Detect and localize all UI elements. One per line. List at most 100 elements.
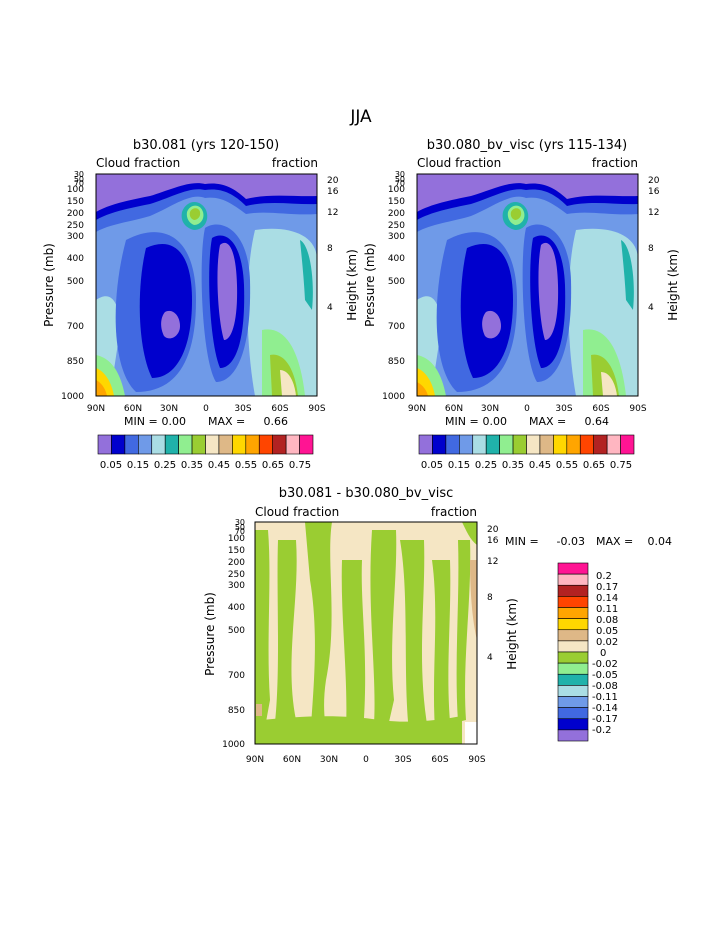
colorbar-label: 0.55 [235,460,257,471]
min-value: 0.00 [483,415,508,428]
max-value: 0.64 [585,415,610,428]
colorbar-swatch [557,640,589,653]
band-pos-left [256,704,262,716]
colorbar-swatch [299,434,314,455]
height-tick-label: 16 [487,536,499,546]
y-tick-label: 850 [388,357,405,367]
colorbar-swatch [557,596,589,608]
x-tick-label: 30N [320,755,338,765]
colorbar-label: -0.2 [592,725,612,736]
band-0.25-right-edge [300,240,313,310]
colorbar-labels: 0.2 0.17 0.14 0.11 0.08 0.05 0.02 0 -0.0… [592,571,618,736]
colorbar-swatch [620,434,635,455]
panel-title: b30.080_bv_visc (yrs 115-134) [427,138,627,153]
plot-frame [416,173,639,397]
plot-frame [254,521,478,745]
height-tick-label: 8 [648,244,654,254]
x-tick-label: 90S [629,404,646,414]
min-label: MIN = [445,415,479,428]
colorbar-swatch [218,434,233,455]
y-tick-label: 200 [228,558,245,568]
x-axis: 90N 60N 30N 0 30S 60S 90S [246,755,486,765]
y-axis-pressure: 30 50 70 100 150 200 250 300 400 500 700… [42,170,84,402]
colorbar-label: 0.05 [100,460,122,471]
colorbar [97,434,314,455]
colorbar-label: -0.02 [592,659,618,670]
min-max-readout: MIN = -0.03 MAX = 0.04 [505,535,672,548]
y-tick-label: 250 [388,221,405,231]
y-tick-label: 500 [228,626,245,636]
band-missing [465,722,477,744]
y-tick-label: 70 [74,179,84,188]
x-tick-label: 90N [408,404,426,414]
colorbar-swatch [445,434,460,455]
x-tick-label: 60N [283,755,301,765]
panel-experiment: b30.080_bv_visc (yrs 115-134) Cloud frac… [363,138,680,471]
colorbar-swatch [553,434,568,455]
band-neg-d [341,560,366,744]
colorbar-label: 0.65 [583,460,605,471]
colorbar-swatch [566,434,581,455]
colorbar-label: 0.11 [596,604,618,615]
y-axis-right-label: Height (km) [666,249,680,320]
colorbar-swatch [526,434,541,455]
y-axis-right-label: Height (km) [505,598,519,669]
height-tick-label: 12 [487,557,498,567]
colorbar-swatch [557,629,589,642]
band-0.0-cell-left [482,310,501,339]
colorbar-swatch [557,685,589,697]
height-tick-label: 16 [327,187,339,197]
x-tick-label: 30S [234,404,251,414]
colorbar-swatch [593,434,608,455]
right-label: fraction [592,156,638,170]
colorbar-label: 0.15 [127,460,149,471]
colorbar-swatch [512,434,527,455]
colorbar-swatch [205,434,220,455]
x-tick-label: 30S [394,755,411,765]
y-tick-label: 700 [388,322,405,332]
y-tick-label: 200 [388,209,405,219]
colorbar-swatch [499,434,514,455]
y-tick-label: 100 [67,185,84,195]
plot-area [254,521,478,745]
y-tick-label: 850 [228,706,245,716]
colorbar-swatch [178,434,193,455]
x-tick-label: 90N [246,755,264,765]
y-axis-pressure: 30 50 70 100 150 200 250 300 400 500 700… [203,518,245,750]
colorbar-label: -0.14 [592,703,618,714]
x-tick-label: 30N [481,404,499,414]
y-tick-label: 300 [388,232,405,242]
colorbar-swatch [557,573,589,586]
x-tick-label: 60S [271,404,288,414]
y-axis-height: 20 16 12 8 4 Height (km) [648,176,680,321]
x-tick-label: 60N [445,404,463,414]
panel-control: b30.081 (yrs 120-150) Cloud fraction fra… [42,138,359,471]
y-tick-label: 70 [235,527,245,536]
y-axis-height: 20 16 12 8 4 Height (km) [327,176,359,321]
band-neg-bottom [262,716,462,744]
colorbar-swatch [539,434,554,455]
y-axis-label: Pressure (mb) [42,243,56,327]
y-tick-label: 400 [228,603,245,613]
min-label: MIN = [505,535,539,548]
x-tick-label: 30S [555,404,572,414]
plot-area [95,173,318,397]
max-value: 0.04 [648,535,673,548]
y-tick-label: 700 [67,322,84,332]
colorbar-label: 0.75 [610,460,632,471]
min-max-readout: MIN = 0.00 MAX = 0.64 [445,415,609,428]
x-axis: 90N 60N 30N 0 30S 60S 90S [87,404,326,414]
band-0.6-right [280,370,296,396]
colorbar-label: 0.17 [596,582,618,593]
band-0.45-core [189,208,201,220]
right-label: fraction [272,156,318,170]
band-neg-c [305,522,332,744]
colorbar-label: 0.75 [289,460,311,471]
height-tick-label: 8 [327,244,333,254]
band-0.05-cell-left [139,243,192,378]
band-neg-f [400,540,428,740]
x-tick-label: 90S [468,755,485,765]
y-tick-label: 300 [228,581,245,591]
colorbar-swatch [245,434,260,455]
max-value: 0.66 [264,415,289,428]
